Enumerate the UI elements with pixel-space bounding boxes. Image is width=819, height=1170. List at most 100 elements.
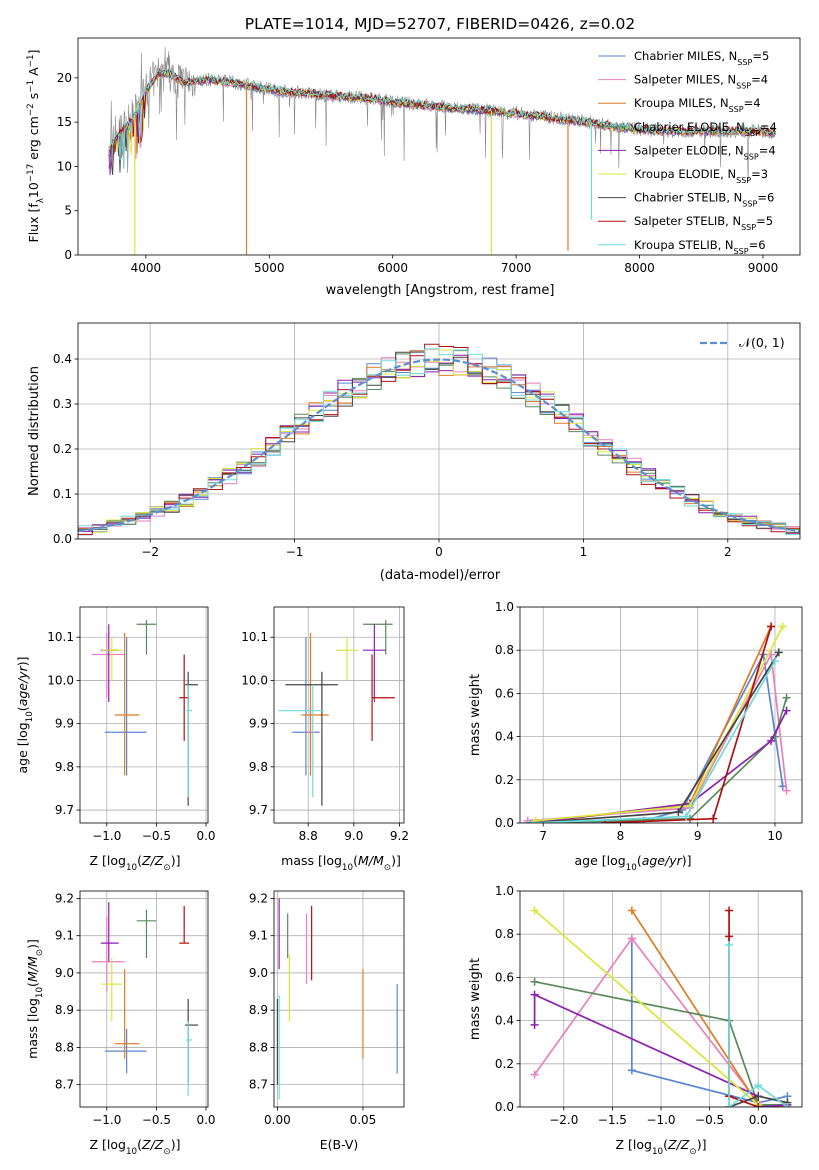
y-tick-label: 10 [57,159,72,173]
x-axis-label-part: Z [log [90,853,126,868]
axes-frame [77,37,801,256]
y-axis-label-part: −1 [26,54,36,67]
plot-area [520,607,802,823]
x-axis-label-part: mass [log [281,853,342,868]
weight-marker [725,941,734,949]
panel-age-vs-mass: 8.8 9.0 9.2 9.7 9.8 9.9 10.0 10.1 mass [log10(M/… [241,606,409,873]
y-tick-label: 1.0 [495,600,514,614]
y-axis-label-part: s [26,93,41,104]
panel-weight-vs-z: −2.0 −1.5 −1.0 −0.5 0.0 0.0 0.2 0.4 0.6 0.8 1.0 Z [… [468,884,803,1157]
y-tick-label: 0.1 [53,487,72,501]
y-axis-label-part: A [26,67,41,80]
x-tick-label: 9000 [748,261,779,275]
legend-entry-part: SSP [736,176,751,185]
axes-frame [79,606,209,824]
y-tick-label: 9.8 [249,760,268,774]
weight-marker [725,906,734,915]
weight-marker [674,808,683,817]
y-tick-label: 9.9 [55,717,74,731]
x-axis-label-part: Z [log [616,1137,652,1152]
y-tick-label: 9.0 [249,966,268,980]
plot-area [108,47,776,255]
y-axis-label-part: M/M [25,956,40,982]
plot-area [80,607,208,823]
legend-entry: Chabrier STELIB, NSSP=6 [634,191,774,209]
panel-spectrum: 4000 5000 6000 7000 8000 9000 0 5 10 15 20 waveleng… [26,37,801,298]
y-tick-label: 9.1 [249,929,268,943]
weight-marker [783,1103,792,1107]
weight-line [604,626,772,823]
x-tick-label: −1.0 [92,829,121,843]
y-tick-label: 0.0 [495,1100,514,1114]
model-spectrum-line [108,70,776,176]
x-axis-label-part: ⊙ [163,863,170,873]
panel-mass-vs-ebv: 0.00 0.05 8.7 8.8 8.9 9.0 9.1 9.2 [249,890,405,1127]
x-tick-label: 9 [694,829,702,843]
legend-entry: 𝒩(0, 1) [739,335,785,350]
weight-marker [767,736,776,745]
x-axis-label-part: ⊙ [384,863,391,873]
x-tick-label: 0 [435,545,443,559]
legend-entry-part: Kroupa STELIB, N [634,238,734,252]
weight-line [534,980,788,1106]
weight-marker [527,819,536,823]
x-tick-label: −0.5 [695,1113,724,1127]
y-tick-label: 5 [64,204,72,218]
weight-marker [782,706,791,715]
x-axis-label-part: age/yr [642,853,683,868]
model-spectrum-line [108,68,776,176]
y-tick-label: 8.7 [249,1078,268,1092]
legend-entry-part: SSP [741,223,756,232]
y-axis-label: Flux [fλ10−17 erg cm−2 s−1 A−1] [26,50,46,243]
legend-entry: Kroupa ELODIE, NSSP=3 [634,167,768,185]
weight-line [531,697,788,823]
y-tick-label: 8.9 [249,1003,268,1017]
y-axis-label-part: age/yr [15,665,30,706]
x-tick-label: 8.8 [299,829,318,843]
legend-entry-part: SSP [737,58,752,67]
y-tick-label: 0.3 [53,397,72,411]
x-axis-label: Z [log10(Z/Z⊙)] [616,1137,707,1157]
weight-line [535,626,772,823]
x-tick-label: 7000 [501,261,532,275]
legend-entry: Salpeter STELIB, NSSP=5 [634,214,773,232]
x-axis-label-part: ⊙ [163,1147,170,1157]
y-tick-label: 0.6 [495,970,514,984]
y-tick-label: 9.2 [55,891,74,905]
weight-marker [530,1070,539,1079]
legend-entry: Salpeter MILES, NSSP=4 [634,73,768,91]
y-tick-label: 10.1 [47,630,74,644]
y-tick-label: 9.0 [55,966,74,980]
y-tick-label: 9.7 [249,803,268,817]
x-tick-label: 6000 [377,261,408,275]
x-axis-label: Z [log10(Z/Z⊙)] [90,853,181,873]
y-tick-label: 9.7 [55,803,74,817]
x-axis-label-part: 10 [126,1147,137,1157]
y-axis-label-part: ⊙ [35,949,45,956]
weight-marker [782,693,791,702]
x-tick-label: 0.05 [350,1113,377,1127]
weight-marker [754,1092,763,1101]
x-tick-label: −0.5 [142,1113,171,1127]
x-axis-label-part: )] [682,853,692,868]
x-tick-label: 8 [617,829,625,843]
x-tick-label: 5000 [254,261,285,275]
weight-marker [530,977,539,986]
y-axis-label: mass weight [468,958,483,1040]
y-tick-label: 0.4 [53,352,72,366]
axes-frame [273,606,405,824]
y-tick-label: 0.8 [495,927,514,941]
x-tick-label: −2 [141,545,159,559]
weight-marker [754,1081,763,1090]
x-tick-label: −2.0 [549,1113,578,1127]
legend-entry-part: Chabrier MILES, N [634,49,737,63]
weight-line [531,660,776,823]
y-tick-label: 9.1 [55,929,74,943]
y-tick-label: 9.2 [249,891,268,905]
legend-entry-part: =4 [759,143,776,157]
panel-residuals: −2 −1 0 1 2 0.0 0.1 0.2 0.3 0.4 (data-model)/error… [27,322,801,583]
plot-area [80,891,208,1107]
x-tick-label: 0.0 [196,1113,215,1127]
y-tick-label: 10.0 [241,673,268,687]
